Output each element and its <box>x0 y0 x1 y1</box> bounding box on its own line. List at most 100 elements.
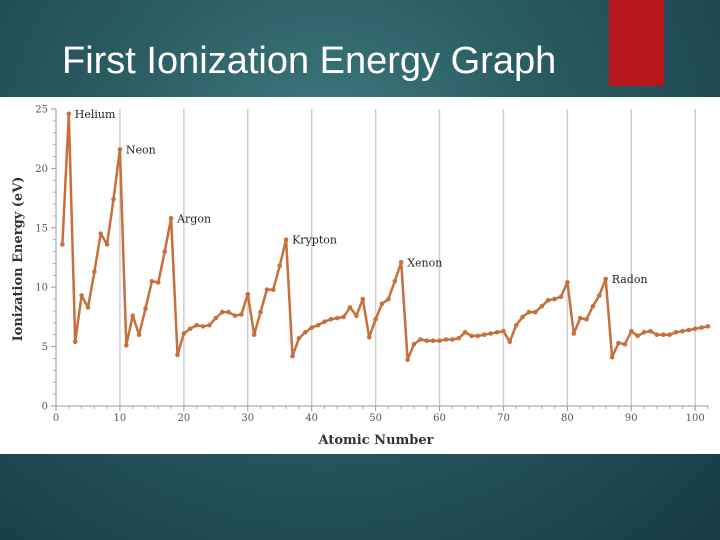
data-point <box>616 340 621 346</box>
data-point <box>360 296 366 302</box>
series-layer <box>60 111 711 363</box>
data-point <box>79 293 84 298</box>
data-point <box>482 332 487 337</box>
x-tick-label: 100 <box>686 413 705 424</box>
data-point <box>424 338 430 343</box>
data-point <box>66 111 72 117</box>
y-axis-title: Ionization Energy (eV) <box>11 177 26 342</box>
data-point <box>341 314 346 320</box>
data-point <box>469 333 474 339</box>
data-point <box>219 309 225 315</box>
x-tick-label: 40 <box>305 413 318 424</box>
annotation-label: Neon <box>126 143 156 156</box>
data-point <box>162 249 167 254</box>
data-point <box>392 279 398 284</box>
y-tick-label: 15 <box>35 223 48 234</box>
data-point <box>168 216 174 221</box>
data-point <box>680 328 685 334</box>
data-point <box>347 305 353 310</box>
data-point <box>577 315 583 321</box>
data-point <box>692 326 698 332</box>
data-point <box>565 280 570 285</box>
data-point <box>539 303 545 309</box>
data-point <box>175 352 180 358</box>
data-point <box>271 287 276 292</box>
data-point <box>699 325 704 330</box>
data-point <box>513 322 519 328</box>
series-line <box>61 112 709 361</box>
data-point <box>251 332 257 337</box>
data-point <box>597 293 602 298</box>
annotation-label: Xenon <box>407 256 442 269</box>
data-point <box>450 337 455 342</box>
x-axis-title: Atomic Number <box>318 433 434 448</box>
y-tick-label: 5 <box>42 342 48 353</box>
data-point <box>366 334 372 340</box>
data-point <box>328 317 334 322</box>
x-tick-label: 30 <box>241 413 254 424</box>
data-point <box>629 328 634 334</box>
data-point <box>200 324 206 329</box>
data-point <box>315 322 321 328</box>
data-point <box>545 298 551 303</box>
data-point <box>111 197 116 202</box>
data-point <box>181 331 187 336</box>
data-point <box>60 242 65 247</box>
data-point <box>520 314 525 320</box>
data-point <box>705 324 711 329</box>
annotation-label: Argon <box>176 212 211 225</box>
data-point <box>379 301 385 307</box>
data-point <box>258 309 263 315</box>
data-point <box>232 313 238 318</box>
accent-bar <box>609 0 664 86</box>
x-tick-label: 80 <box>561 413 574 424</box>
data-point <box>558 294 564 299</box>
data-point <box>98 231 103 236</box>
y-ticks: 0 5 10 15 20 25 <box>35 105 56 413</box>
data-point <box>104 242 110 247</box>
data-point <box>609 355 615 360</box>
data-point <box>386 296 391 302</box>
data-point <box>130 313 135 318</box>
annotation-label: Helium <box>75 108 116 121</box>
chart-panel: 0 10 20 30 40 50 60 70 80 90 100 0 5 10 15 20 25 Helium… <box>0 97 720 454</box>
x-tick-label: 50 <box>369 413 382 424</box>
data-point <box>207 322 212 328</box>
data-point <box>443 337 449 342</box>
y-tick-label: 0 <box>42 402 48 413</box>
x-tick-label: 20 <box>177 413 190 424</box>
data-point <box>437 338 442 343</box>
annotation-layer: Helium Neon Argon Krypton Xenon Radon <box>75 108 648 286</box>
data-point <box>533 309 538 315</box>
data-point <box>92 269 97 275</box>
data-point <box>552 296 557 302</box>
y-tick-label: 10 <box>35 283 48 294</box>
data-point <box>641 330 647 335</box>
data-point <box>411 341 417 347</box>
data-point <box>85 305 91 310</box>
data-point <box>283 237 289 242</box>
data-point <box>418 337 423 342</box>
data-point <box>136 332 142 337</box>
data-point <box>149 279 155 284</box>
data-point <box>526 309 532 315</box>
data-point <box>194 322 199 328</box>
data-point <box>635 333 640 339</box>
data-point <box>296 336 302 341</box>
data-point <box>673 330 679 335</box>
y-tick-label: 20 <box>35 164 48 175</box>
x-tick-label: 90 <box>625 413 638 424</box>
data-point <box>335 315 340 321</box>
data-point <box>213 315 219 321</box>
slide-title: First Ionization Energy Graph <box>62 40 557 82</box>
data-point <box>622 341 628 347</box>
data-point <box>290 353 295 359</box>
data-point <box>475 333 481 339</box>
data-point <box>72 339 78 345</box>
data-point <box>430 338 436 343</box>
data-point <box>124 343 129 348</box>
data-point <box>187 326 193 332</box>
data-point <box>590 303 596 309</box>
x-tick-label: 60 <box>433 413 446 424</box>
data-point <box>398 260 404 265</box>
